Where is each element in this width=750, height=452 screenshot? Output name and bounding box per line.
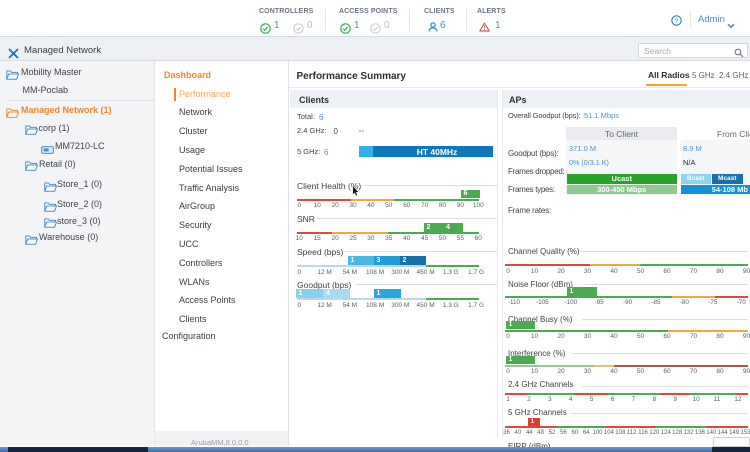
svg-text:?: ? (675, 18, 679, 25)
